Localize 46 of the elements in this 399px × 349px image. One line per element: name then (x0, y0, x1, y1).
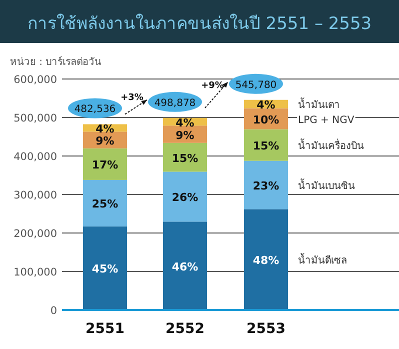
bar (244, 209, 288, 310)
y-tick-label: 500,000 (14, 112, 57, 124)
y-tick-label: 0 (50, 305, 57, 317)
annotation: 9% (96, 134, 114, 148)
total-label: 498,878 (154, 98, 196, 109)
annotation: 4% (96, 122, 114, 136)
bar (83, 180, 127, 226)
y-tick-label: 600,000 (14, 74, 57, 86)
annotation: 15% (172, 152, 198, 165)
series-label: น้ำมันเครื่องบิน (298, 138, 364, 152)
annotation: 46% (172, 260, 198, 274)
x-tick-label: 2552 (166, 321, 204, 337)
annotation: 23% (252, 179, 280, 192)
annotation: 10% (252, 113, 280, 126)
chart-title: การใช้พลังงานในภาคขนส่งในปี 2551 – 2553 (27, 13, 372, 34)
annotation: 26% (172, 191, 198, 204)
annotation: 45% (92, 262, 118, 276)
annotation: 15% (252, 140, 280, 153)
bar (83, 148, 127, 180)
bar (244, 129, 288, 161)
annotation: 48% (252, 254, 280, 268)
annotation: 4% (176, 116, 194, 130)
annotation: 4% (256, 98, 276, 112)
y-tick-label: 100,000 (14, 266, 57, 278)
annotation: 9% (176, 128, 194, 142)
series-label: น้ำมันเบนซิน (298, 178, 355, 192)
annotation: 17% (92, 158, 118, 172)
bar (244, 160, 288, 210)
bar (83, 226, 127, 310)
annotation: +3% (120, 93, 144, 104)
annotation: 25% (92, 198, 118, 211)
total-label: 482,536 (74, 104, 116, 116)
bar (163, 142, 207, 172)
total-label: 545,780 (235, 80, 277, 91)
series-label: น้ำมันเตา (298, 97, 340, 112)
y-tick-label: 400,000 (14, 151, 57, 163)
bar (163, 222, 207, 310)
annotation: +9% (201, 80, 224, 91)
bar (163, 172, 207, 222)
x-tick-label: 2553 (246, 321, 286, 337)
x-tick-label: 2551 (86, 321, 124, 337)
series-label: LPG + NGV (298, 114, 354, 126)
y-tick-label: 200,000 (14, 228, 57, 240)
y-tick-label: 300,000 (14, 190, 57, 202)
series-label: น้ำมันดีเซล (298, 252, 347, 267)
y-axis-title: หน่วย : บาร์เรลต่อวัน (10, 56, 102, 68)
